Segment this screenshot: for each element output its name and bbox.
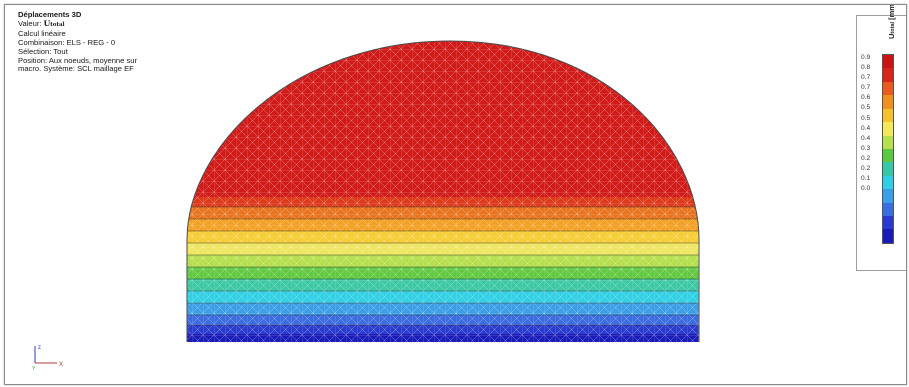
legend-swatch <box>883 148 893 163</box>
viewport[interactable]: Déplacements 3D Valeur: Utotal Calcul li… <box>4 4 907 385</box>
combination: Combinaison: ELS - REG - 0 <box>18 37 116 47</box>
legend-swatch <box>883 95 893 109</box>
axis-z-label: z <box>38 345 41 351</box>
dome-mesh <box>186 40 700 342</box>
legend-swatch <box>883 122 893 136</box>
results-info-panel: Déplacements 3D Valeur: Utotal Calcul li… <box>18 10 138 74</box>
axis-y-label: Y <box>32 366 36 371</box>
legend-swatch <box>883 68 893 82</box>
legend-labels: 0.9 0.8 0.7 0.7 0.6 0.5 0.5 0.4 0.4 0.3 … <box>861 54 871 193</box>
calc-type: Calcul linéaire <box>18 28 66 38</box>
legend-swatch <box>883 202 893 217</box>
value-line: Valeur: Utotal <box>18 18 65 28</box>
color-legend[interactable]: Utotal [mm] 0.9 0.8 0.7 0.7 0.6 0.5 0.5 … <box>856 5 906 271</box>
legend-swatch <box>883 162 893 176</box>
legend-title: Utotal [mm] <box>887 4 896 39</box>
legend-swatch <box>883 135 893 149</box>
legend-swatch <box>883 216 893 230</box>
system: macro. Système: SCL maillage EF <box>18 64 134 74</box>
axis-x-label: X <box>59 362 63 368</box>
position: Position: Aux noeuds, moyenne sur <box>18 55 138 65</box>
result-title: Déplacements 3D <box>18 10 82 19</box>
legend-swatch <box>883 229 893 243</box>
legend-color-bar <box>882 54 894 244</box>
legend-swatch <box>883 81 893 96</box>
legend-swatch <box>883 55 893 69</box>
legend-swatch <box>883 108 893 123</box>
selection: Sélection: Tout <box>18 46 68 56</box>
legend-swatch <box>883 189 893 203</box>
legend-swatch <box>883 175 893 190</box>
axis-triad-icon: z Y X <box>32 345 63 371</box>
